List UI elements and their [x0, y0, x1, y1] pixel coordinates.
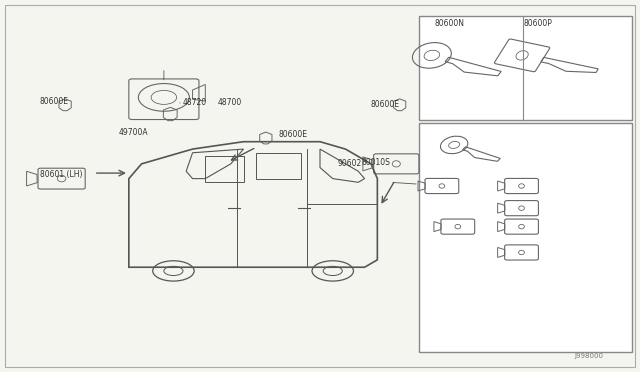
Bar [205, 157, 244, 182]
Text: 90602: 90602 [337, 159, 362, 169]
Text: 48700: 48700 [218, 99, 243, 108]
Bar [256, 153, 301, 179]
Text: J998000: J998000 [575, 353, 604, 359]
Text: 49700A: 49700A [118, 128, 148, 137]
Text: 80010S: 80010S [361, 157, 390, 167]
Text: 48720: 48720 [183, 99, 207, 108]
Bar [419, 16, 632, 119]
Bar [419, 123, 632, 352]
Text: 80600N: 80600N [435, 19, 465, 28]
Text: 80600E: 80600E [40, 97, 68, 106]
Text: 80601 (LH): 80601 (LH) [40, 170, 82, 179]
Text: 80600E: 80600E [371, 100, 400, 109]
Text: 80600P: 80600P [524, 19, 553, 28]
Text: 80600E: 80600E [278, 130, 308, 139]
